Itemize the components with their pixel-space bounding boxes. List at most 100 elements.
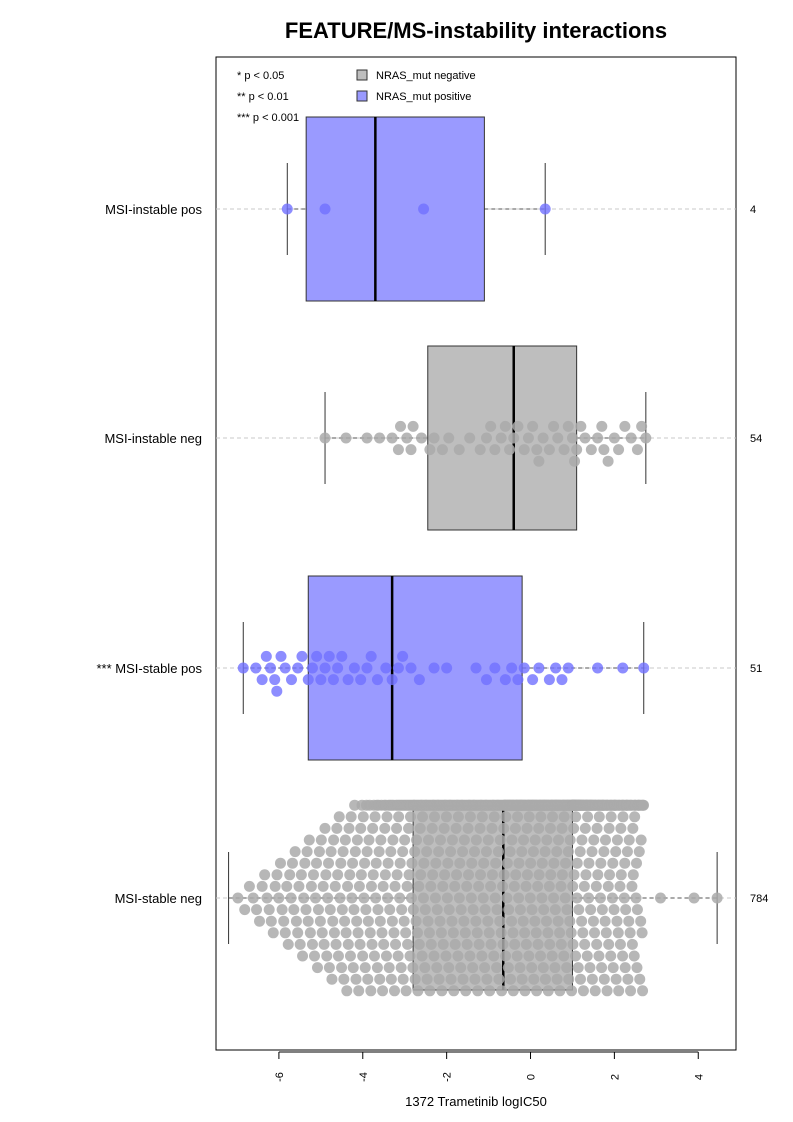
data-point	[379, 869, 391, 881]
group-labels: MSI-instable pos 4 MSI-instable neg 54 *** M…	[97, 202, 769, 906]
data-point	[377, 880, 389, 892]
data-point	[437, 880, 449, 892]
data-point	[298, 892, 310, 904]
data-point	[461, 880, 473, 892]
data-point	[470, 834, 482, 846]
data-point	[320, 869, 332, 881]
x-tick-label: -4	[358, 1072, 370, 1082]
legend-swatch	[356, 69, 368, 81]
data-point	[317, 880, 329, 892]
data-point	[401, 880, 413, 892]
data-point	[433, 846, 445, 858]
data-point	[497, 880, 509, 892]
data-point	[378, 938, 390, 950]
data-point	[394, 892, 406, 904]
data-point	[563, 973, 575, 985]
data-point	[565, 927, 577, 939]
data-point	[596, 420, 608, 432]
data-point	[269, 880, 281, 892]
data-point	[514, 962, 526, 974]
data-point	[510, 869, 522, 881]
data-point	[553, 834, 565, 846]
data-point	[481, 973, 493, 985]
data-point	[514, 904, 526, 916]
data-point	[488, 811, 500, 823]
data-point	[398, 915, 410, 927]
data-point	[305, 880, 317, 892]
data-point	[385, 846, 397, 858]
data-point	[411, 834, 423, 846]
significance-key-item: ** p < 0.01	[237, 91, 289, 103]
data-point	[332, 662, 344, 674]
data-point	[442, 857, 454, 869]
data-point	[508, 432, 520, 444]
data-point	[521, 822, 533, 834]
data-point	[526, 962, 538, 974]
data-point	[581, 950, 593, 962]
legend-label: NRAS_mut positive	[376, 91, 471, 103]
data-point	[358, 892, 370, 904]
data-point	[279, 927, 291, 939]
data-point	[582, 811, 594, 823]
data-point	[453, 892, 465, 904]
data-point	[428, 432, 440, 444]
data-point	[413, 880, 425, 892]
data-point	[434, 834, 446, 846]
data-point	[410, 915, 422, 927]
data-point	[362, 973, 374, 985]
data-point	[296, 650, 308, 662]
data-point	[390, 938, 402, 950]
data-point	[323, 857, 335, 869]
data-point	[638, 662, 650, 674]
data-point	[601, 985, 613, 997]
data-point	[310, 892, 322, 904]
data-point	[608, 904, 620, 916]
data-point	[605, 811, 617, 823]
significance-key-item: *** p < 0.001	[237, 112, 299, 124]
data-point	[539, 973, 551, 985]
data-point	[346, 892, 358, 904]
data-point	[304, 927, 316, 939]
data-point	[528, 973, 540, 985]
data-point	[600, 834, 612, 846]
data-point	[435, 927, 447, 939]
data-point	[333, 811, 345, 823]
data-point	[572, 962, 584, 974]
data-point	[511, 950, 523, 962]
data-point	[556, 674, 568, 686]
data-point	[318, 938, 330, 950]
data-point	[321, 950, 333, 962]
data-point	[325, 846, 337, 858]
data-point	[575, 420, 587, 432]
data-point	[409, 846, 421, 858]
data-point	[518, 444, 530, 456]
data-point	[419, 904, 431, 916]
data-point	[504, 973, 516, 985]
data-point	[476, 811, 488, 823]
data-point	[452, 811, 464, 823]
data-point	[561, 904, 573, 916]
data-point	[503, 904, 515, 916]
data-point	[564, 915, 576, 927]
data-point	[354, 938, 366, 950]
data-point	[415, 869, 427, 881]
data-point	[394, 857, 406, 869]
data-point	[519, 985, 531, 997]
data-point	[464, 432, 476, 444]
x-tick-label: 0	[526, 1074, 538, 1080]
data-point	[375, 834, 387, 846]
data-point	[559, 892, 571, 904]
data-point	[614, 880, 626, 892]
data-point	[391, 869, 403, 881]
data-point	[614, 938, 626, 950]
data-point	[491, 904, 503, 916]
data-point	[336, 650, 348, 662]
data-point	[620, 904, 632, 916]
data-point	[630, 892, 642, 904]
data-point	[623, 915, 635, 927]
data-point	[564, 834, 576, 846]
data-point	[386, 915, 398, 927]
data-point	[579, 432, 591, 444]
data-point	[532, 880, 544, 892]
data-point	[292, 662, 304, 674]
